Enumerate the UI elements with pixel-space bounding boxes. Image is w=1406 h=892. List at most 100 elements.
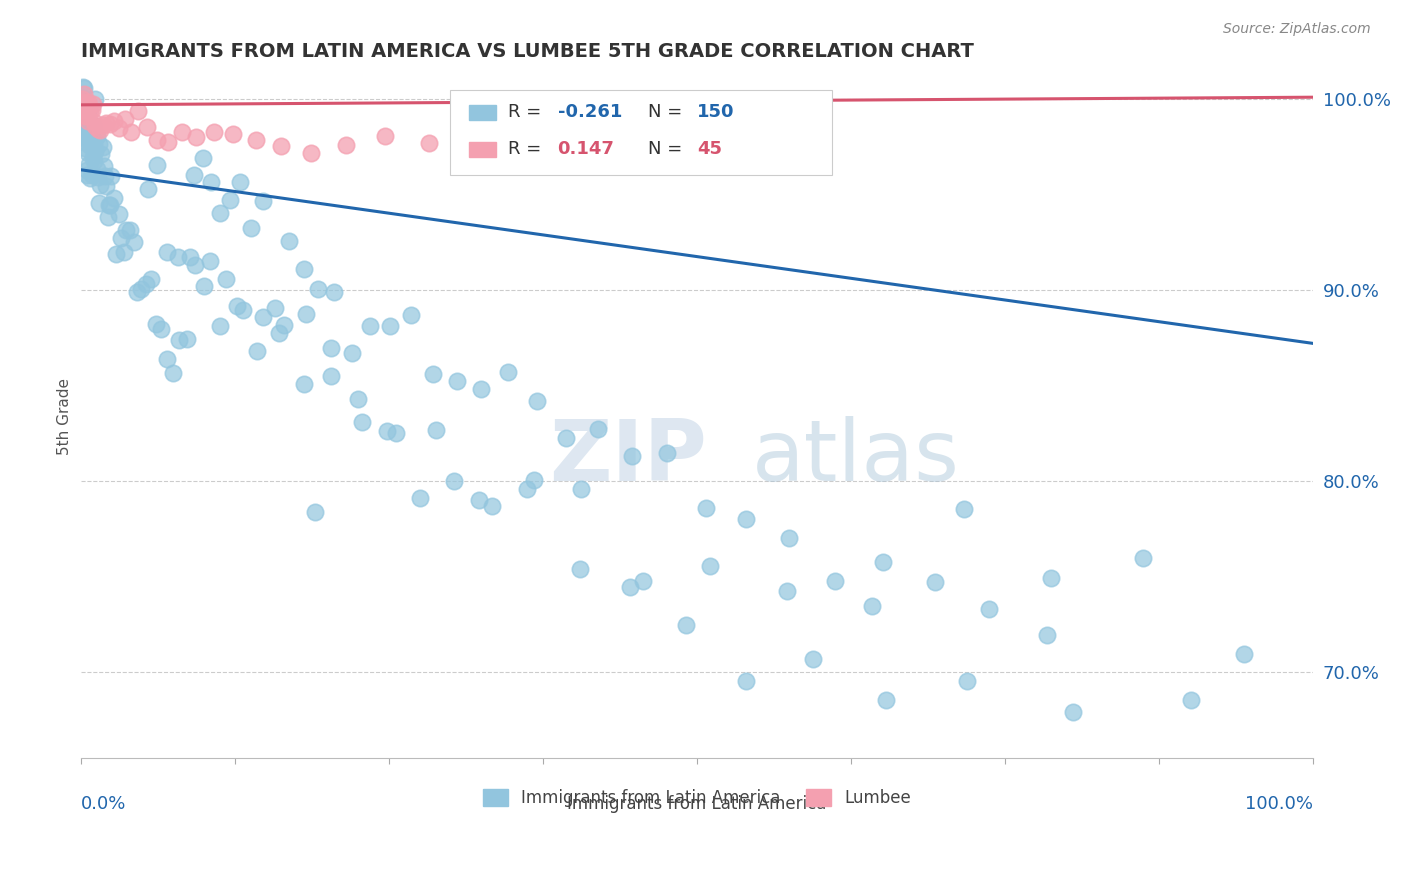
- Point: [83, 115, 105, 129]
- Y-axis label: 5th Grade: 5th Grade: [58, 378, 72, 456]
- Point: [1036, 628, 1059, 642]
- Point: [167, 250, 190, 264]
- Point: [90, 146, 112, 161]
- Point: [127, 103, 149, 118]
- Point: [699, 559, 721, 574]
- Point: [299, 145, 322, 160]
- Point: [72, 128, 94, 142]
- Text: R =: R =: [509, 140, 547, 158]
- Point: [70, 114, 93, 128]
- Point: [84, 144, 107, 158]
- Point: [80, 103, 103, 117]
- Point: [77, 95, 100, 109]
- Point: [73, 102, 96, 116]
- Point: [156, 352, 179, 367]
- Point: [72, 101, 94, 115]
- Point: [1180, 693, 1202, 707]
- Point: [86, 128, 108, 143]
- Text: Source: ZipAtlas.com: Source: ZipAtlas.com: [1223, 22, 1371, 37]
- Point: [408, 491, 430, 505]
- Point: [470, 147, 492, 161]
- FancyBboxPatch shape: [468, 105, 496, 120]
- Point: [100, 169, 122, 183]
- Point: [264, 301, 287, 315]
- Point: [228, 175, 250, 189]
- Point: [73, 103, 96, 118]
- Point: [89, 123, 111, 137]
- Point: [569, 482, 592, 496]
- Point: [446, 374, 468, 388]
- Point: [75, 101, 97, 115]
- Point: [114, 112, 136, 126]
- Point: [77, 125, 100, 139]
- Text: atlas: atlas: [752, 417, 960, 500]
- Point: [470, 382, 492, 396]
- Point: [118, 223, 141, 237]
- Point: [73, 114, 96, 128]
- Point: [359, 318, 381, 333]
- Point: [735, 512, 758, 526]
- Point: [399, 308, 422, 322]
- Point: [218, 193, 240, 207]
- Point: [83, 153, 105, 168]
- Point: [80, 168, 103, 182]
- Point: [77, 128, 100, 142]
- Point: [824, 574, 846, 589]
- Point: [135, 277, 157, 292]
- Point: [73, 80, 96, 95]
- Point: [77, 137, 100, 152]
- Point: [76, 105, 98, 120]
- Text: 0.0%: 0.0%: [80, 795, 127, 814]
- Point: [79, 170, 101, 185]
- Point: [72, 80, 94, 95]
- Point: [167, 333, 190, 347]
- Point: [184, 258, 207, 272]
- Point: [273, 318, 295, 332]
- Point: [1039, 571, 1062, 585]
- Point: [97, 210, 120, 224]
- Text: -0.261: -0.261: [558, 103, 621, 121]
- Point: [1233, 647, 1256, 661]
- Point: [347, 392, 370, 406]
- Point: [776, 584, 799, 599]
- Point: [467, 492, 489, 507]
- Point: [200, 176, 222, 190]
- Point: [84, 92, 107, 106]
- Point: [72, 101, 94, 115]
- Text: 150: 150: [697, 103, 734, 121]
- Point: [977, 601, 1000, 615]
- Point: [374, 129, 396, 144]
- Point: [120, 125, 142, 139]
- Point: [73, 87, 96, 102]
- Point: [443, 475, 465, 489]
- Point: [93, 159, 115, 173]
- Text: R =: R =: [509, 103, 547, 121]
- Point: [198, 254, 221, 268]
- Point: [323, 285, 346, 299]
- Point: [350, 416, 373, 430]
- Point: [112, 245, 135, 260]
- Point: [875, 693, 897, 707]
- Point: [127, 285, 149, 299]
- Point: [75, 118, 97, 132]
- Point: [75, 131, 97, 145]
- Point: [953, 501, 976, 516]
- Point: [139, 272, 162, 286]
- Point: [87, 136, 110, 151]
- Point: [129, 282, 152, 296]
- Point: [481, 500, 503, 514]
- Point: [70, 92, 93, 106]
- Point: [83, 136, 105, 151]
- Point: [76, 168, 98, 182]
- Text: 0.147: 0.147: [558, 140, 614, 158]
- Point: [87, 169, 110, 184]
- Text: N =: N =: [648, 103, 688, 121]
- Point: [657, 446, 679, 460]
- Point: [156, 244, 179, 259]
- Point: [620, 449, 643, 463]
- Point: [619, 580, 641, 594]
- Point: [98, 117, 121, 131]
- Point: [91, 118, 114, 132]
- Point: [89, 178, 111, 192]
- Point: [872, 555, 894, 569]
